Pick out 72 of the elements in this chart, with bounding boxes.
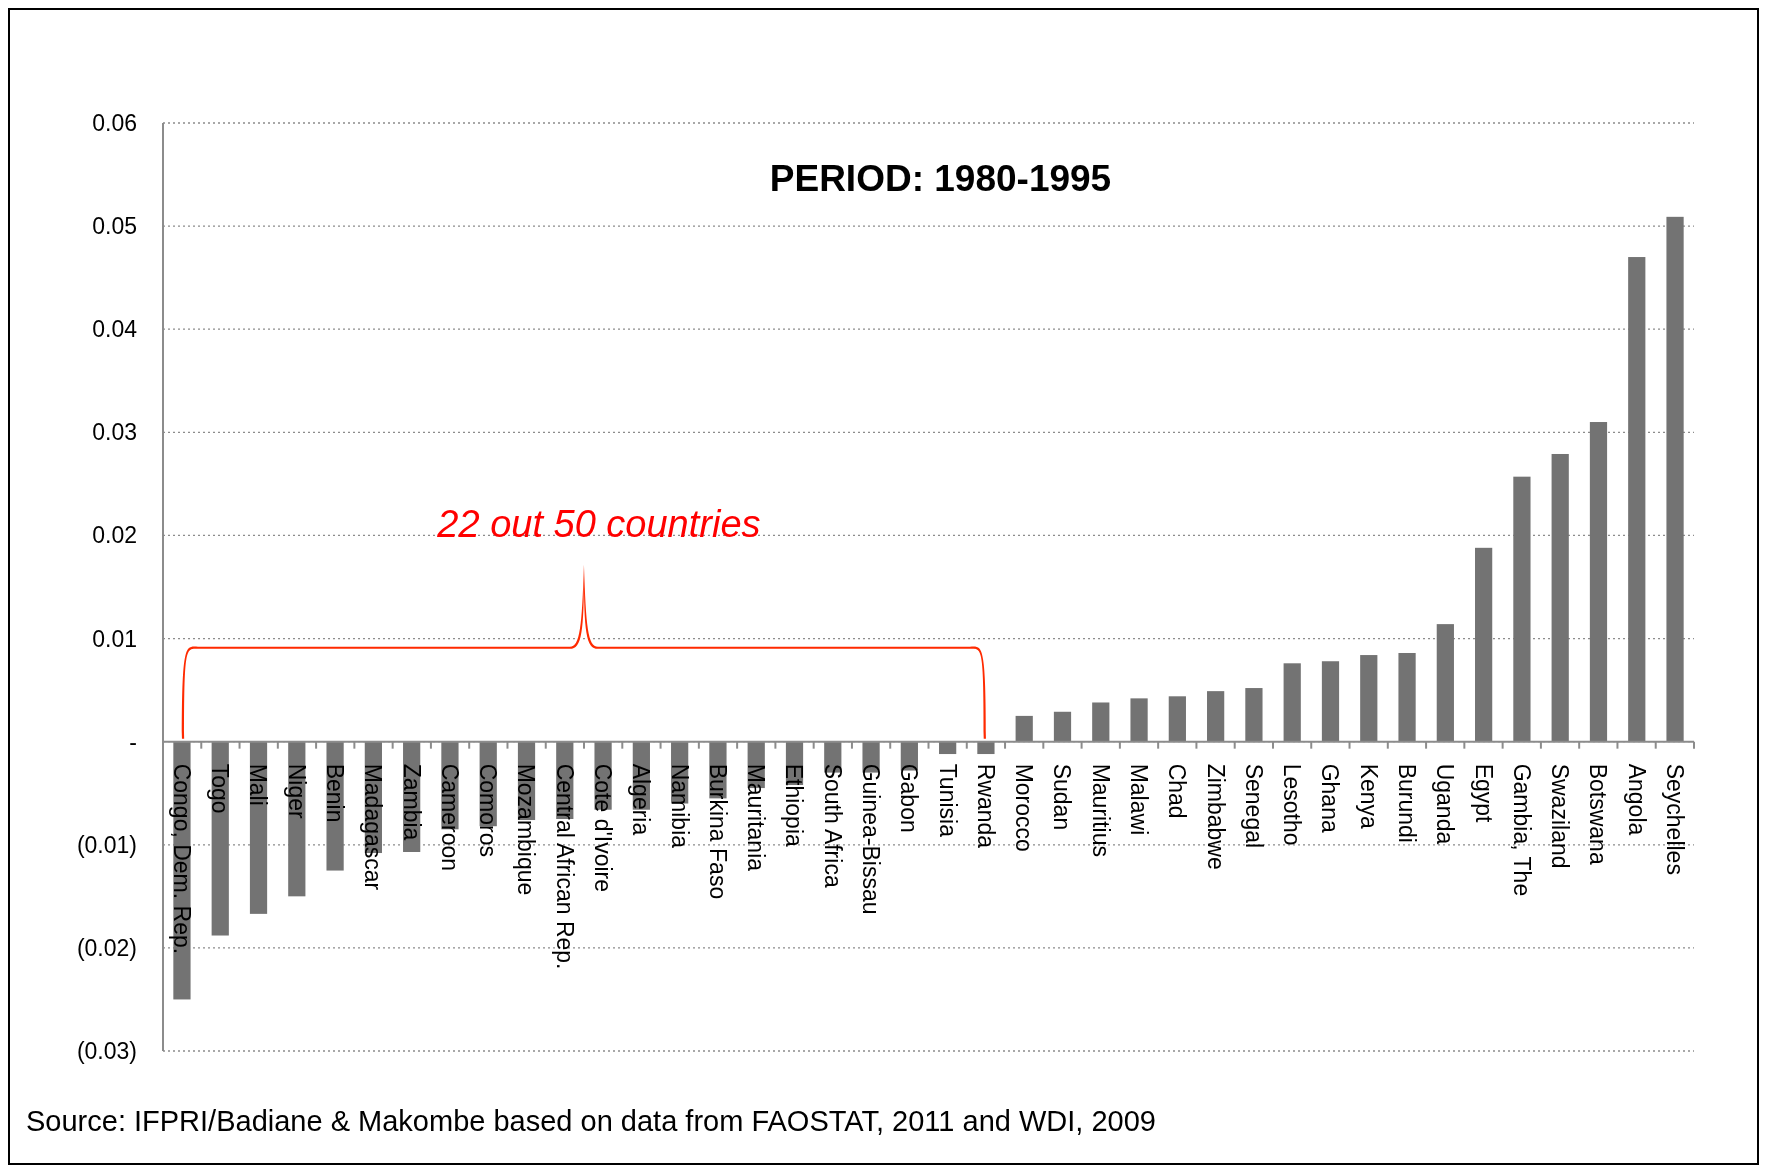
bar (1053, 711, 1072, 742)
bar (1130, 698, 1148, 742)
x-tick-label: Morocco (1011, 763, 1038, 852)
bar (1475, 547, 1493, 742)
x-tick-label: Comoros (475, 763, 502, 857)
annotation: 22 out 50 countries (436, 502, 761, 545)
x-tick-label: South Africa (819, 763, 846, 888)
bar (1168, 696, 1186, 742)
x-tick-label: Guinea-Bissau (858, 763, 885, 915)
bar (1513, 476, 1531, 742)
bar (1283, 663, 1301, 742)
x-tick-label: Central African Rep. (551, 763, 578, 970)
x-tick-label: Congo, Dem. Rep. (168, 763, 195, 955)
y-tick-label: (0.01) (76, 831, 137, 858)
y-tick-label: 0.04 (92, 316, 138, 343)
bar (1628, 257, 1646, 742)
bar (1015, 715, 1033, 742)
y-tick-label: (0.03) (76, 1038, 137, 1065)
x-tick-label: Zambia (398, 763, 425, 841)
bar (1551, 453, 1569, 742)
y-tick-label: (0.02) (76, 934, 137, 961)
x-tick-label: Benin (322, 763, 349, 823)
x-tick-label: Zimbabwe (1202, 763, 1229, 870)
x-tick-label: Gabon (896, 763, 923, 833)
text: PERIOD: 1980-1995 (769, 158, 1112, 199)
x-tick-label: Senegal (1240, 763, 1267, 849)
x-tick-label: Angola (1623, 763, 1650, 836)
x-tick-label: Mauritania (743, 763, 770, 872)
x-tick-label: Egypt (1470, 763, 1497, 824)
bar (1360, 655, 1378, 742)
y-tick-label: 0.06 (92, 110, 137, 137)
x-tick-label: Mali (245, 763, 272, 806)
x-tick-label: Ethiopia (781, 763, 808, 847)
x-tick-label: Rwanda (972, 763, 999, 849)
x-tick-label: Lesotho (1279, 763, 1306, 846)
bar (1398, 652, 1416, 742)
y-tick-label: - (129, 728, 137, 755)
x-tick-label: Botswana (1585, 763, 1612, 865)
bar (1436, 624, 1454, 742)
y-tick-label: 0.03 (92, 419, 137, 446)
x-tick-label: Malawi (1126, 763, 1153, 836)
x-tick-label: Kenya (1355, 763, 1382, 830)
x-tick-label: Cameroon (436, 763, 463, 872)
x-tick-label: Mauritius (1087, 763, 1114, 857)
bar (1589, 422, 1608, 742)
x-tick-label: Togo (207, 763, 234, 814)
x-tick-label: Ghana (1317, 763, 1344, 833)
x-tick-label: Gambia, The (1508, 763, 1535, 897)
bar (1245, 688, 1263, 742)
x-tick-label: Burundi (1394, 763, 1421, 843)
bar (1207, 691, 1225, 742)
x-tick-label: Algeria (628, 763, 655, 836)
y-tick-label: 0.02 (92, 522, 137, 549)
x-tick-label: Seychelles (1662, 763, 1688, 875)
x-tick-label: Namibia (666, 763, 693, 849)
source-note: Source: IFPRI/Badiane & Makombe based on data from FAOSTAT, 2011 and WDI, 2009 (26, 1105, 1156, 1137)
y-tick-label: 0.05 (92, 213, 137, 240)
bar (1321, 661, 1340, 742)
y-tick-label: 0.01 (92, 625, 137, 652)
x-tick-label: Niger (283, 763, 310, 819)
x-tick-label: Sudan (1049, 763, 1076, 831)
x-tick-label: Cote d'Ivoire (590, 763, 617, 893)
x-tick-label: Tunisia (934, 763, 961, 838)
bar (1092, 702, 1110, 742)
bar (1666, 216, 1684, 742)
x-tick-label: Madagascar (360, 763, 387, 891)
x-tick-label: Chad (1164, 763, 1191, 819)
x-tick-label: Swaziland (1547, 763, 1574, 869)
x-tick-label: Burkina Faso (704, 763, 731, 900)
x-tick-label: Mozambique (513, 763, 540, 896)
bar (977, 741, 995, 755)
x-tick-label: Uganda (1432, 763, 1459, 845)
